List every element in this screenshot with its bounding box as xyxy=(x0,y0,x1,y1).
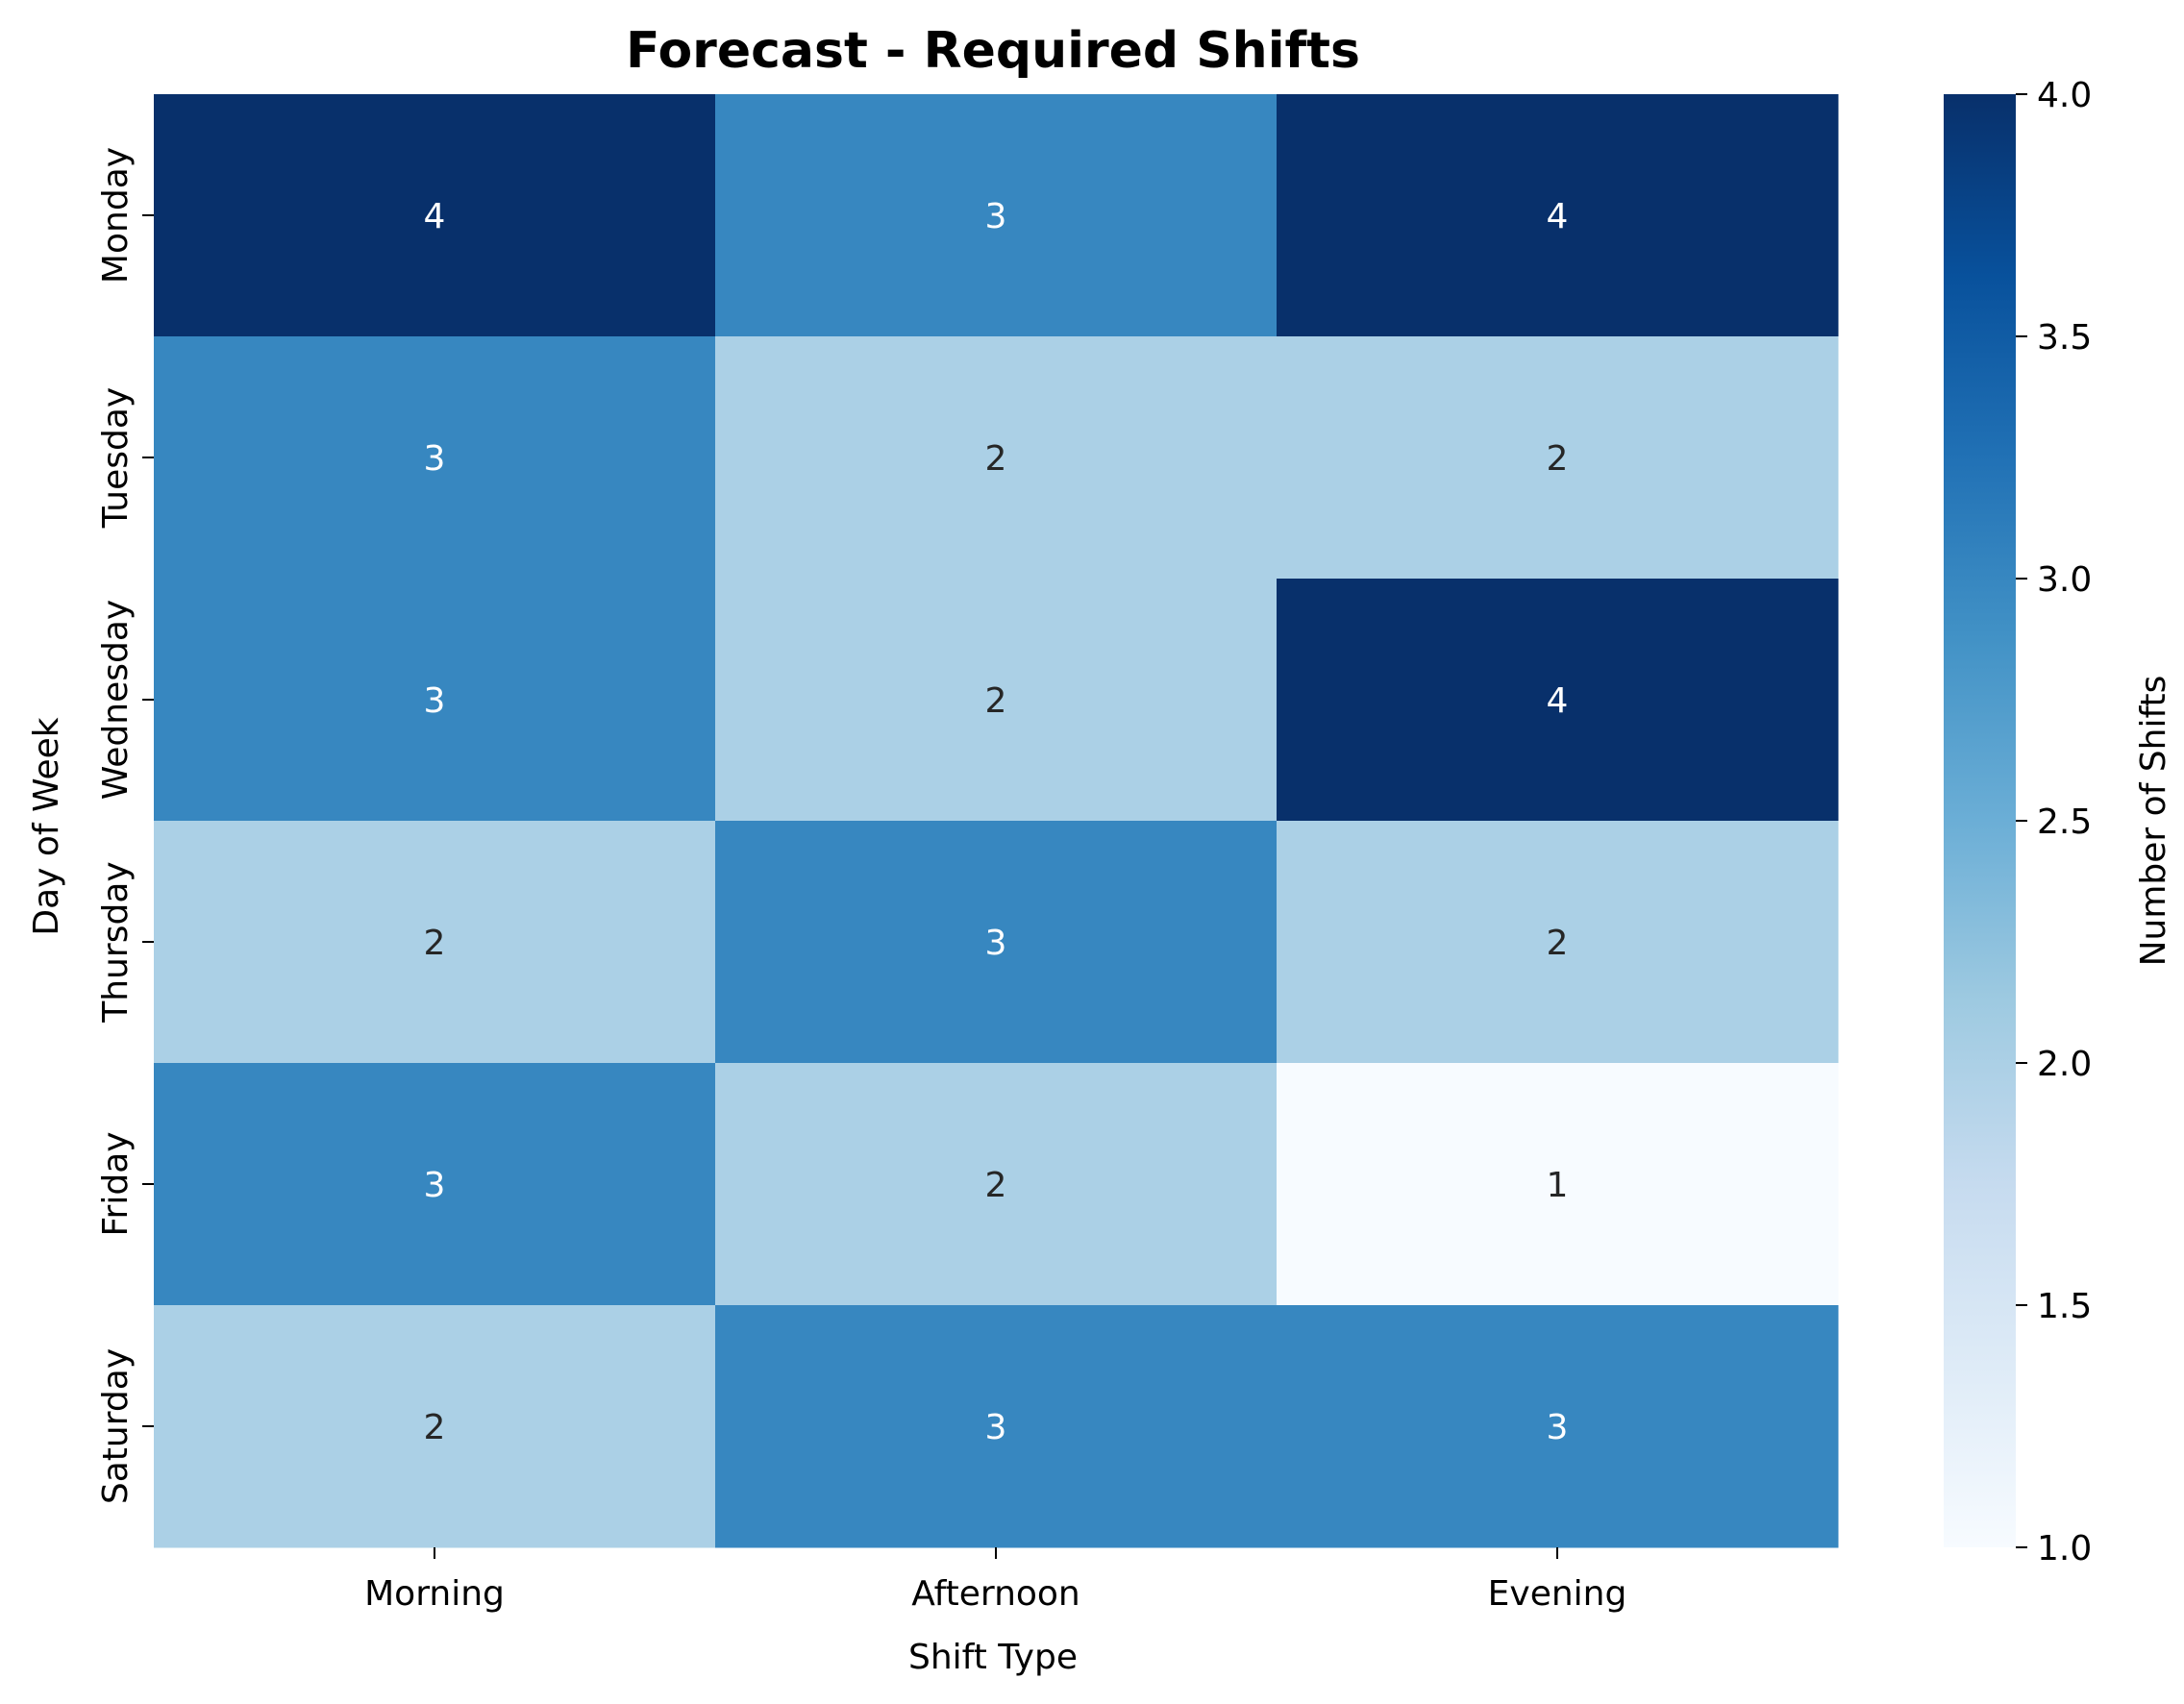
heatmap-cell-value: 4 xyxy=(1547,681,1569,721)
colorbar-tick-label: 2.0 xyxy=(2037,1045,2092,1084)
heatmap-cell-wednesday-afternoon xyxy=(715,579,1278,822)
heatmap-cell-friday-morning xyxy=(154,1063,716,1306)
colorbar-ticks: 1.0 1.5 2.0 2.5 3.0 3.5 4.0 xyxy=(2016,76,2092,1568)
colorbar-tick-label: 3.0 xyxy=(2037,560,2092,600)
colorbar-tick-label: 2.5 xyxy=(2037,803,2092,842)
heatmap-cell-value: 3 xyxy=(1547,1408,1569,1447)
x-tick-label: Morning xyxy=(364,1574,505,1614)
heatmap-cell-monday-afternoon xyxy=(715,94,1278,337)
colorbar-tick-label: 1.0 xyxy=(2037,1529,2092,1568)
heatmap-cell-saturday-morning xyxy=(154,1305,716,1548)
y-tick-label: Wednesday xyxy=(96,600,136,800)
y-tick-label: Monday xyxy=(96,147,136,284)
heatmap-cell-friday-evening xyxy=(1277,1063,1839,1306)
colorbar-gradient xyxy=(1944,94,2016,1547)
heatmap-cell-saturday-afternoon xyxy=(715,1305,1278,1548)
heatmap-cell-value: 2 xyxy=(1547,439,1569,479)
heatmap-cell-tuesday-evening xyxy=(1277,336,1839,580)
heatmap-cell-value: 2 xyxy=(1547,924,1569,963)
heatmap-cell-value: 2 xyxy=(985,439,1007,479)
heatmap-cell-value: 3 xyxy=(424,681,446,721)
heatmap-cell-monday-morning xyxy=(154,94,716,337)
chart-title: Forecast - Required Shifts xyxy=(626,22,1360,80)
colorbar-tick-label: 1.5 xyxy=(2037,1287,2092,1326)
heatmap-cell-value: 3 xyxy=(985,1408,1007,1447)
heatmap-cell-tuesday-afternoon xyxy=(715,336,1278,580)
y-axis-label: Day of Week xyxy=(27,717,66,935)
colorbar-tick-label: 4.0 xyxy=(2037,76,2092,115)
heatmap-cell-value: 2 xyxy=(424,924,446,963)
heatmap-cell-value: 4 xyxy=(1547,197,1569,236)
x-axis: Morning Afternoon Evening xyxy=(364,1547,1626,1614)
colorbar-tick-label: 3.5 xyxy=(2037,318,2092,358)
colorbar-label: Number of Shifts xyxy=(2134,676,2173,967)
x-axis-label: Shift Type xyxy=(908,1638,1078,1677)
x-tick-label: Evening xyxy=(1488,1574,1627,1614)
heatmap-cell-value: 3 xyxy=(985,197,1007,236)
heatmap-cell-value: 3 xyxy=(424,439,446,479)
heatmap-cell-friday-afternoon xyxy=(715,1063,1278,1306)
heatmap-cell-value: 2 xyxy=(985,1166,1007,1205)
y-tick-label: Friday xyxy=(96,1131,136,1236)
heatmap-cell-wednesday-evening xyxy=(1277,579,1839,822)
heatmap-cell-value: 3 xyxy=(424,1166,446,1205)
heatmap-cell-thursday-afternoon xyxy=(715,821,1278,1064)
x-tick-label: Afternoon xyxy=(911,1574,1080,1614)
y-tick-label: Thursday xyxy=(96,861,136,1023)
heatmap-cell-thursday-evening xyxy=(1277,821,1839,1064)
heatmap-cell-labels: 4 3 4 3 2 2 3 2 4 2 3 2 3 2 1 2 3 3 xyxy=(424,197,1569,1447)
colorbar: 1.0 1.5 2.0 2.5 3.0 3.5 4.0 Number of Shifts xyxy=(1944,76,2173,1568)
heatmap-cell-thursday-morning xyxy=(154,821,716,1064)
y-tick-label: Tuesday xyxy=(96,387,136,529)
heatmap-cell-value: 2 xyxy=(424,1408,446,1447)
heatmap-cell-value: 1 xyxy=(1547,1166,1569,1205)
heatmap-cell-value: 2 xyxy=(985,681,1007,721)
y-axis: Monday Tuesday Wednesday Thursday Friday Satu… xyxy=(96,147,154,1504)
heatmap-cell-tuesday-morning xyxy=(154,336,716,580)
heatmap-cell-value: 3 xyxy=(985,924,1007,963)
heatmap-cell-wednesday-morning xyxy=(154,579,716,822)
heatmap-cell-monday-evening xyxy=(1277,94,1839,337)
heatmap-cell-saturday-evening xyxy=(1277,1305,1839,1548)
heatmap-cells xyxy=(154,94,1839,1548)
y-tick-label: Saturday xyxy=(96,1348,136,1504)
heatmap-cell-value: 4 xyxy=(424,197,446,236)
